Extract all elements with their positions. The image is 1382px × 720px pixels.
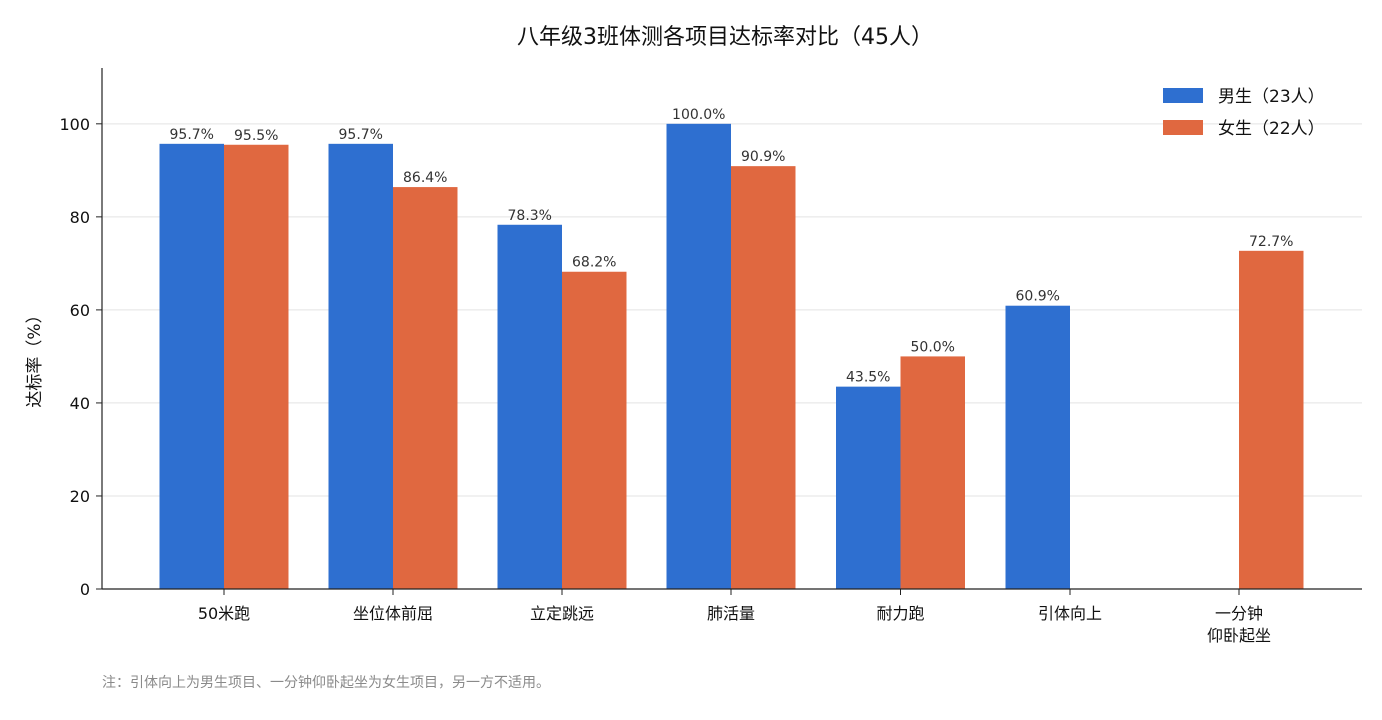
x-tick-label: 50米跑 bbox=[198, 604, 250, 623]
chart-title: 八年级3班体测各项目达标率对比（45人） bbox=[517, 25, 933, 50]
bar-value-label: 72.7% bbox=[1249, 234, 1293, 250]
bar bbox=[497, 224, 562, 589]
legend-label: 男生（23人） bbox=[1218, 87, 1325, 107]
legend-swatch bbox=[1163, 88, 1203, 103]
bar bbox=[666, 123, 731, 590]
bar bbox=[562, 271, 627, 589]
y-axis-label: 达标率（%） bbox=[25, 306, 45, 407]
bar-value-label: 43.5% bbox=[846, 370, 890, 386]
bar bbox=[159, 143, 224, 590]
bars bbox=[159, 123, 1304, 590]
x-tick-label: 肺活量 bbox=[707, 604, 755, 623]
bar bbox=[1005, 305, 1070, 589]
y-tick-label: 60 bbox=[70, 301, 90, 320]
y-tick-label: 40 bbox=[70, 394, 90, 413]
bar-value-label: 86.4% bbox=[403, 170, 447, 186]
bar bbox=[731, 166, 796, 589]
bar-value-label: 100.0% bbox=[672, 107, 725, 123]
x-tick-label: 一分钟仰卧起坐 bbox=[1207, 604, 1271, 645]
bar-value-label: 95.7% bbox=[339, 127, 383, 143]
bar-value-label: 68.2% bbox=[572, 255, 616, 271]
axes: 0 20 40 60 80 100 50米跑 坐位体前屈 立定跳远 肺活量 耐力跑 引体向上 一分钟仰卧… bbox=[59, 68, 1362, 645]
bar-value-labels: 95.7% 95.7% 78.3% 100.0% 43.5% 60.9% 95.5% 86.4… bbox=[170, 107, 1294, 386]
bar-value-label: 50.0% bbox=[911, 339, 955, 355]
bar-value-label: 95.5% bbox=[234, 128, 278, 144]
x-tick-label: 立定跳远 bbox=[530, 604, 594, 623]
bar-value-label: 90.9% bbox=[741, 149, 785, 165]
bar bbox=[900, 356, 965, 589]
y-tick-label: 100 bbox=[59, 115, 90, 134]
legend: 男生（23人） 女生（22人） bbox=[1163, 87, 1325, 139]
bar bbox=[224, 144, 289, 590]
y-tick-label: 80 bbox=[70, 208, 90, 227]
bar-value-label: 78.3% bbox=[508, 208, 552, 224]
legend-label: 女生（22人） bbox=[1218, 119, 1325, 139]
y-tick-label: 0 bbox=[80, 580, 90, 599]
bar bbox=[836, 386, 901, 589]
bar bbox=[1239, 250, 1304, 589]
bar-value-label: 95.7% bbox=[170, 127, 214, 143]
footnote: 注：引体向上为男生项目、一分钟仰卧起坐为女生项目，另一方不适用。 bbox=[102, 675, 550, 691]
x-tick-label: 引体向上 bbox=[1038, 604, 1102, 623]
bar bbox=[393, 187, 458, 590]
bar bbox=[328, 143, 393, 590]
y-tick-label: 20 bbox=[70, 487, 90, 506]
x-tick-label: 耐力跑 bbox=[876, 604, 924, 623]
x-tick-label: 坐位体前屈 bbox=[353, 604, 433, 623]
legend-swatch bbox=[1163, 120, 1203, 135]
bar-value-label: 60.9% bbox=[1016, 289, 1060, 305]
